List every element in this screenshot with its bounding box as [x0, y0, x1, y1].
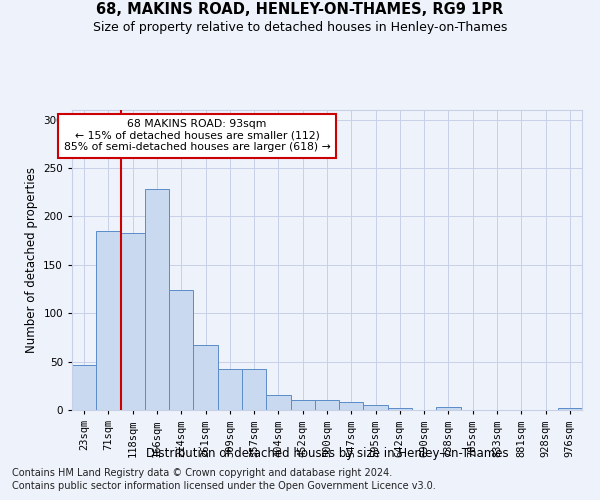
- Bar: [290, 400, 315, 410]
- Text: 68, MAKINS ROAD, HENLEY-ON-THAMES, RG9 1PR: 68, MAKINS ROAD, HENLEY-ON-THAMES, RG9 1…: [97, 2, 503, 18]
- Bar: [193, 345, 218, 410]
- Bar: [266, 396, 290, 410]
- Bar: [388, 408, 412, 410]
- Text: Contains public sector information licensed under the Open Government Licence v3: Contains public sector information licen…: [12, 481, 436, 491]
- Text: 68 MAKINS ROAD: 93sqm
← 15% of detached houses are smaller (112)
85% of semi-det: 68 MAKINS ROAD: 93sqm ← 15% of detached …: [64, 119, 331, 152]
- Bar: [169, 290, 193, 410]
- Bar: [145, 190, 169, 410]
- Bar: [315, 400, 339, 410]
- Text: Size of property relative to detached houses in Henley-on-Thames: Size of property relative to detached ho…: [93, 21, 507, 34]
- Bar: [436, 407, 461, 410]
- Bar: [364, 405, 388, 410]
- Text: Distribution of detached houses by size in Henley-on-Thames: Distribution of detached houses by size …: [146, 448, 508, 460]
- Y-axis label: Number of detached properties: Number of detached properties: [25, 167, 38, 353]
- Bar: [121, 233, 145, 410]
- Bar: [72, 364, 96, 410]
- Bar: [218, 370, 242, 410]
- Bar: [242, 370, 266, 410]
- Bar: [96, 231, 121, 410]
- Bar: [558, 408, 582, 410]
- Text: Contains HM Land Registry data © Crown copyright and database right 2024.: Contains HM Land Registry data © Crown c…: [12, 468, 392, 477]
- Bar: [339, 402, 364, 410]
